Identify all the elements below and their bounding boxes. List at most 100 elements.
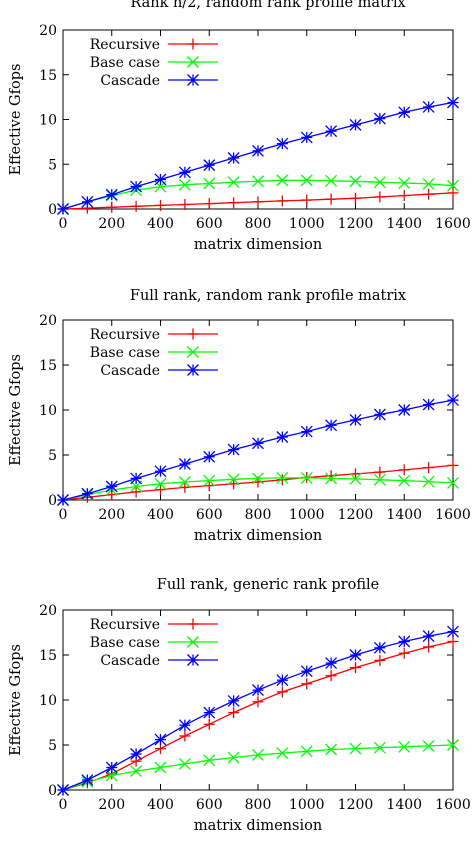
data-point	[130, 200, 142, 212]
data-point	[423, 462, 435, 474]
legend-label: Cascade	[100, 653, 160, 669]
data-point	[447, 187, 459, 199]
data-point	[398, 740, 411, 753]
chart-panel-2: Full rank, random rank profile matrix 0 5 1…	[8, 288, 471, 544]
data-point	[81, 195, 94, 208]
x-tick-label: 600	[196, 797, 223, 813]
data-point	[227, 751, 240, 764]
data-point	[422, 739, 435, 752]
data-point	[374, 191, 386, 203]
data-point	[447, 394, 459, 407]
data-point	[203, 450, 216, 463]
data-point	[178, 178, 191, 191]
series-line	[62, 744, 454, 791]
data-point	[422, 630, 435, 643]
data-point	[81, 774, 94, 787]
chart-title: Full rank, random rank profile matrix	[130, 288, 406, 304]
x-tick-label: 200	[98, 216, 125, 232]
data-point	[373, 176, 386, 189]
y-tick-label: 5	[48, 448, 57, 464]
series-recursive	[57, 636, 459, 796]
y-tick-label: 10	[39, 693, 57, 709]
data-point	[252, 684, 264, 697]
data-point	[203, 480, 215, 492]
x-tick-label: 1200	[338, 507, 374, 523]
series-base-case	[57, 739, 459, 796]
data-point	[349, 175, 362, 188]
data-point	[422, 475, 435, 488]
data-point	[252, 472, 264, 485]
data-point	[398, 464, 410, 476]
data-point	[252, 196, 264, 208]
data-point	[325, 743, 338, 756]
data-point	[447, 459, 459, 471]
data-point	[130, 486, 142, 498]
data-point	[423, 641, 435, 653]
y-tick-label: 15	[39, 648, 57, 664]
data-point	[203, 754, 216, 767]
series-cascade	[57, 394, 459, 506]
data-point	[350, 192, 361, 204]
x-tick-label: 1400	[386, 797, 422, 813]
data-point	[178, 757, 191, 770]
data-point	[130, 765, 143, 778]
x-tick-label: 1200	[338, 797, 374, 813]
legend-label: Recursive	[90, 617, 160, 633]
y-tick-label: 10	[39, 113, 57, 129]
data-point	[154, 477, 167, 490]
x-tick-label: 1400	[386, 507, 422, 523]
data-point	[178, 458, 191, 470]
data-point	[398, 474, 411, 487]
data-point	[301, 194, 313, 206]
legend: Recursive Base case Cascade	[90, 327, 218, 379]
data-point	[276, 431, 289, 443]
x-tick-label: 400	[147, 507, 174, 523]
data-point	[373, 641, 386, 654]
y-tick-label: 0	[48, 493, 57, 509]
data-point	[130, 472, 143, 485]
data-point	[398, 635, 411, 648]
data-point	[179, 730, 191, 742]
data-point	[154, 761, 167, 774]
data-point	[300, 665, 313, 678]
data-point	[350, 468, 361, 480]
y-tick-label: 0	[48, 202, 57, 218]
x-tick-label: 1200	[338, 216, 374, 232]
data-point	[155, 199, 166, 211]
x-tick-label: 600	[196, 216, 223, 232]
legend: Recursive Base case Cascade	[90, 37, 218, 89]
x-tick-label: 1600	[435, 216, 471, 232]
data-point	[447, 179, 459, 192]
data-point	[228, 707, 240, 719]
x-tick-label: 600	[196, 507, 223, 523]
data-point	[276, 137, 289, 150]
data-point	[154, 465, 167, 478]
data-point	[178, 476, 191, 488]
x-tick-label: 1600	[435, 797, 471, 813]
data-point	[57, 203, 69, 215]
data-point	[154, 173, 167, 186]
x-axis-label: matrix dimension	[194, 818, 322, 834]
x-tick-label: 200	[98, 797, 125, 813]
data-point	[154, 733, 167, 746]
legend-marker	[187, 618, 199, 630]
data-point	[374, 654, 386, 666]
data-point	[178, 166, 191, 179]
legend-marker	[187, 364, 199, 376]
data-point	[178, 719, 191, 732]
data-point	[349, 742, 362, 755]
data-point	[276, 471, 289, 484]
data-point	[398, 190, 410, 202]
x-tick-label: 1000	[289, 797, 325, 813]
data-point	[325, 470, 337, 482]
chart-panel-3: Full rank, generic rank profile051015200…	[8, 577, 471, 834]
data-point	[106, 201, 118, 213]
data-point	[374, 466, 386, 478]
x-tick-label: 1600	[435, 507, 471, 523]
x-tick-label: 200	[98, 507, 125, 523]
series-cascade	[57, 625, 459, 796]
legend-marker	[187, 38, 199, 50]
legend-label: Recursive	[90, 37, 160, 53]
x-tick-label: 800	[245, 797, 272, 813]
